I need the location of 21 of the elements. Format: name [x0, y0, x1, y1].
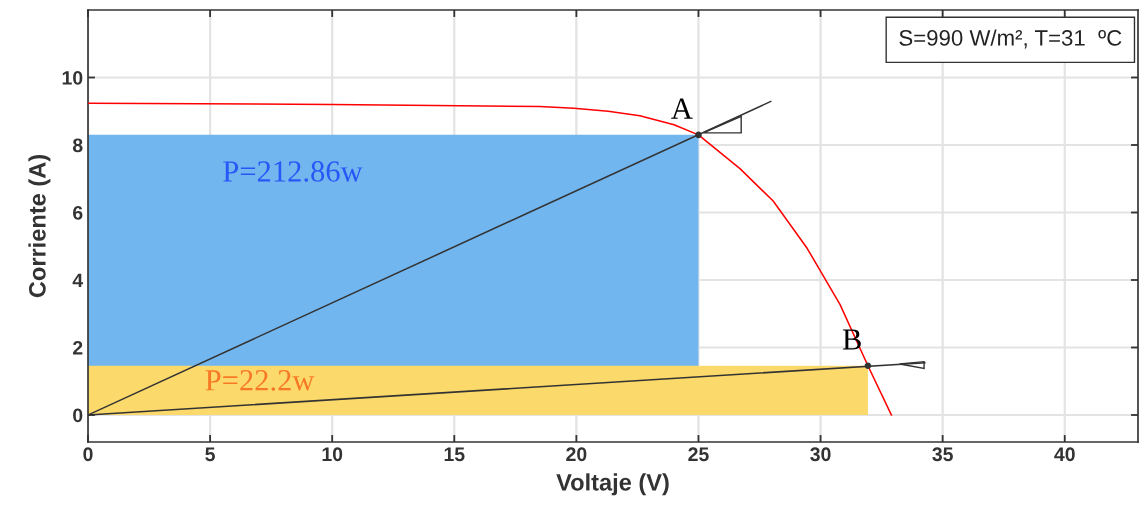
y-tick-label: 4 — [72, 273, 84, 288]
series-label: P=22.2w — [205, 370, 315, 391]
y-tick-label: 6 — [73, 205, 83, 220]
x-axis-title: Voltaje (V) — [556, 473, 669, 496]
y-tick-label: 0 — [73, 408, 83, 423]
series-label: P=212.86w — [223, 161, 363, 182]
x-tick-label: 30 — [810, 447, 831, 462]
x-tick-label: 5 — [205, 447, 215, 462]
x-tick-label: 25 — [688, 447, 709, 462]
y-tick-label: 10 — [62, 70, 83, 85]
y-tick-label: 2 — [73, 340, 83, 355]
x-tick-label: 15 — [444, 447, 465, 462]
annotation: A — [671, 98, 693, 119]
y-tick-label: 8 — [72, 138, 83, 153]
x-tick-label: 20 — [566, 447, 587, 462]
x-tick-label: 40 — [1054, 447, 1075, 462]
x-tick-label: 35 — [932, 447, 953, 462]
x-tick-label: 0 — [83, 447, 93, 462]
y-axis-title: Corriente (A) — [28, 155, 51, 298]
x-tick-label: 10 — [322, 447, 343, 462]
annotation: S=990 W/m², T=31 ºC — [899, 29, 1122, 49]
